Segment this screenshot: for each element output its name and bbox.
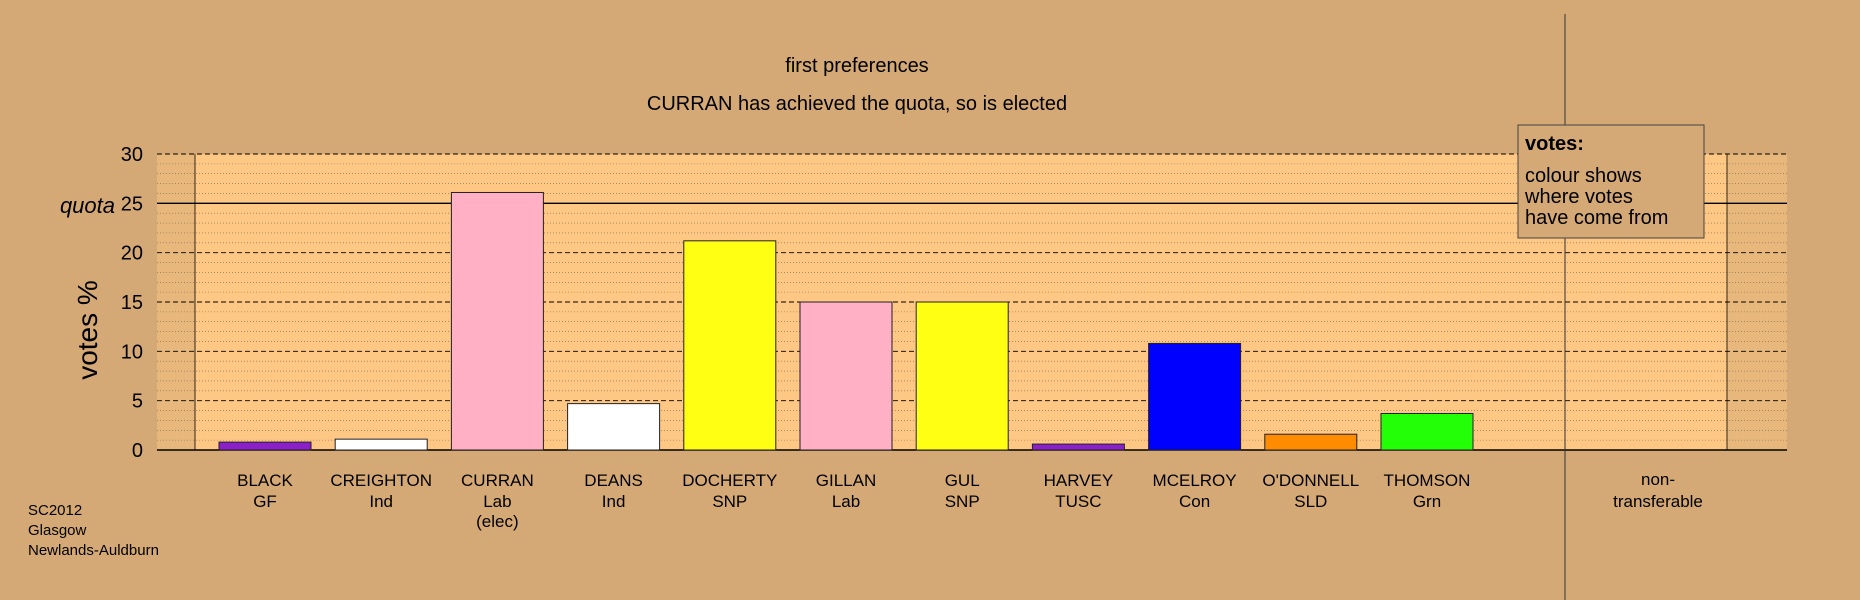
bars xyxy=(218,191,1474,451)
candidate-name-label: CREIGHTON xyxy=(330,471,432,490)
party-label: SNP xyxy=(945,492,980,511)
y-tick-label: 10 xyxy=(121,341,143,363)
footer-line-1: SC2012 xyxy=(28,502,82,519)
bar xyxy=(799,301,893,451)
nontransferable-label-2: transferable xyxy=(1613,492,1703,511)
candidate-name-label: CURRAN xyxy=(461,471,534,490)
candidate-name-label: DEANS xyxy=(584,471,643,490)
bar xyxy=(218,441,312,451)
legend-line-2: where votes xyxy=(1524,186,1633,208)
party-label: Grn xyxy=(1413,492,1441,511)
chart-subtitle: CURRAN has achieved the quota, so is ele… xyxy=(647,93,1067,115)
bar xyxy=(1380,412,1474,451)
y-tick-label: 15 xyxy=(121,292,143,314)
legend-line-1: colour shows xyxy=(1525,165,1642,187)
nontransferable-label-1: non- xyxy=(1641,470,1675,489)
legend-frame xyxy=(1517,124,1705,239)
party-label: Lab xyxy=(483,492,511,511)
y-tick-label: 20 xyxy=(121,243,143,265)
candidate-name-label: DOCHERTY xyxy=(682,471,777,490)
party-label: GF xyxy=(253,492,277,511)
y-axis-label: votes % xyxy=(72,280,103,380)
candidate-name-label: THOMSON xyxy=(1384,471,1471,490)
candidate-name-label: GILLAN xyxy=(816,471,876,490)
candidate-name-label: O'DONNELL xyxy=(1262,471,1359,490)
party-label: Ind xyxy=(602,492,626,511)
footer-line-3: Newlands-Auldburn xyxy=(28,542,159,559)
candidate-name-label: HARVEY xyxy=(1044,471,1114,490)
candidate-name-label: BLACK xyxy=(237,471,293,490)
bar xyxy=(683,240,777,451)
y-tick-labels: 0 5 10 15 20 25 30 xyxy=(121,144,143,462)
party-label: Lab xyxy=(832,492,860,511)
bar xyxy=(567,403,661,451)
bar xyxy=(1264,433,1358,451)
bar xyxy=(1148,342,1242,451)
party-label: Ind xyxy=(369,492,393,511)
legend-line-3: have come from xyxy=(1525,207,1668,229)
chart-title: first preferences xyxy=(785,55,928,77)
y-tick-label: 5 xyxy=(132,391,143,413)
x-tick-labels: BLACKGFCREIGHTONIndCURRANLab(elec)DEANSI… xyxy=(237,471,1470,531)
legend-title: votes: xyxy=(1525,133,1584,155)
party-label: SLD xyxy=(1294,492,1327,511)
elected-note-label: (elec) xyxy=(476,512,519,531)
footer-line-2: Glasgow xyxy=(28,522,87,539)
candidate-name-label: MCELROY xyxy=(1153,471,1237,490)
party-label: TUSC xyxy=(1055,492,1101,511)
y-tick-label: 30 xyxy=(121,144,143,166)
party-label: Con xyxy=(1179,492,1210,511)
legend-box: votes: colour shows where votes have com… xyxy=(1517,124,1705,239)
y-tick-label: 25 xyxy=(121,193,143,215)
bar xyxy=(915,301,1009,451)
y-tick-label: 0 xyxy=(132,440,143,462)
bar xyxy=(334,438,428,451)
party-label: SNP xyxy=(712,492,747,511)
bar xyxy=(1031,443,1125,451)
bar xyxy=(450,191,544,451)
candidate-name-label: GUL xyxy=(945,471,980,490)
quota-label: quota xyxy=(60,193,115,218)
